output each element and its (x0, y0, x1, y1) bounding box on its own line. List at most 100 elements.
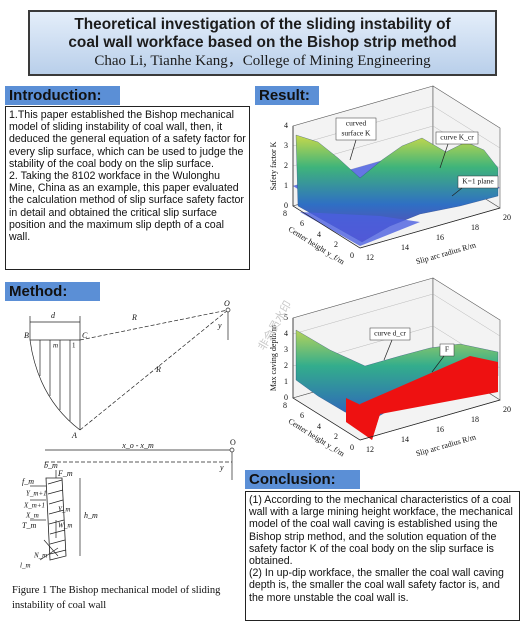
diagram-label: X_m (25, 512, 39, 520)
y-tick-label: 8 (283, 209, 287, 218)
x-tick-label: 18 (471, 223, 479, 232)
strip-force-diagram-polygon (45, 477, 67, 561)
diagram-label: O (230, 438, 236, 447)
z-tick-label: 2 (284, 161, 288, 170)
paragraph: 1.This paper established the Bishop mech… (9, 109, 246, 170)
y-tick-label: 6 (300, 219, 304, 228)
z-tick-label: 3 (284, 141, 288, 150)
x-tick-label: 14 (401, 435, 409, 444)
caving-depth-plot-line (359, 399, 501, 441)
caving-depth-plot: curve d_cr F 0 1 2 3 4 5 Max caving dept… (269, 277, 511, 459)
diagram-label: h_m (84, 511, 98, 520)
caving-depth-plot-rect (439, 343, 455, 357)
z-tick-label: 2 (284, 361, 288, 370)
y-tick-label: 0 (350, 251, 354, 260)
section-heading: Introduction: (5, 86, 120, 105)
annotation: curved (346, 119, 367, 128)
safety-factor-plot-line (439, 143, 449, 169)
caving-depth-plot-line (292, 293, 434, 335)
caving-depth-plot-line (383, 339, 393, 361)
safety-factor-plot-rect (435, 131, 479, 145)
diagram-label: m (53, 342, 58, 350)
z-tick-label: 1 (284, 377, 288, 386)
diagram-label: R (155, 365, 161, 374)
x-axis-label: Slip arc radius R/m (415, 432, 478, 458)
caving-depth-plot-line (292, 397, 361, 441)
conclusion-text: (1) According to the mechanical characte… (245, 491, 520, 621)
introduction-text: 1.This paper established the Bishop mech… (5, 106, 250, 270)
diagram-label: y (219, 463, 224, 472)
section-heading: Method: (5, 282, 100, 301)
x-tick-label: 18 (471, 415, 479, 424)
z-axis-label: Max caving depth/m (269, 324, 278, 391)
section-heading: Result: (255, 86, 319, 105)
caving-depth-plot-polygon (360, 356, 498, 440)
diagram-label: x_o - x_m (121, 441, 154, 450)
y-tick-label: 2 (334, 240, 338, 249)
annotation: curve K_cr (440, 133, 474, 142)
diagram-label: W_m (58, 522, 72, 530)
diagram-label: R (131, 313, 137, 322)
diagram-label: l_m (20, 562, 31, 570)
diagram-label: T_m (22, 521, 36, 530)
z-tick-label: 4 (284, 121, 288, 130)
y-tick-label: 6 (300, 411, 304, 420)
x-tick-label: 16 (436, 425, 444, 434)
diagram-label: N_m (33, 552, 47, 560)
z-axis-label: Safety factor K (269, 141, 278, 190)
bishop-strip-diagram: d R R O y B C A m 1 (24, 299, 231, 440)
z-tick-label: 1 (284, 181, 288, 190)
y-tick-label: 2 (334, 432, 338, 441)
diagram-label: F_m (57, 469, 73, 478)
safety-factor-plot-line (451, 187, 463, 197)
z-tick-label: 3 (284, 345, 288, 354)
diagram-label: X_m+1 (23, 502, 45, 510)
z-tick-label: 5 (284, 313, 288, 322)
z-tick-label: 0 (284, 201, 288, 210)
diagram-label: B (24, 331, 29, 340)
section-heading: Conclusion: (245, 470, 360, 489)
diagram-label: C (82, 331, 88, 340)
safety-factor-plot-line (432, 105, 501, 149)
caving-depth-plot-rect (369, 327, 411, 341)
y-tick-label: 4 (317, 230, 321, 239)
title-line: coal wall workface based on the Bishop s… (68, 34, 457, 51)
strip-force-diagram-line (39, 547, 59, 561)
y-tick-label: 4 (317, 422, 321, 431)
figure-caption: Figure 1 The Bishop mechanical model of … (12, 585, 221, 611)
diagram-label: y (217, 321, 222, 330)
safety-factor-plot-line (292, 205, 361, 249)
authors: Chao Li, Tianhe Kang，College of Mining E… (94, 53, 431, 69)
z-tick-label: 4 (284, 329, 288, 338)
strip-force-diagram-path (47, 479, 67, 555)
diagram-label: Y_m+1 (26, 490, 47, 498)
diagram-label: b_m (44, 461, 58, 470)
x-tick-label: 20 (503, 213, 511, 222)
diagram-label: A (71, 431, 77, 440)
paragraph: (1) According to the mechanical characte… (249, 494, 513, 568)
diagram-label: d (51, 311, 56, 320)
y-tick-label: 8 (283, 401, 287, 410)
safety-factor-plot: curved surface K curve K_cr K=1 plane 0 … (269, 85, 511, 267)
strip-force-diagram: x_o - x_m O y b_m F_m f_m Y_m+1 X_m+1 X_… (20, 438, 236, 570)
x-axis-label: Slip arc radius R/m (415, 240, 478, 266)
bishop-strip-diagram-path (29, 339, 81, 431)
annotation: F (445, 345, 449, 354)
caving-depth-plot-line (432, 293, 501, 337)
title-line: Theoretical investigation of the sliding… (74, 16, 451, 33)
bishop-strip-diagram-line (79, 309, 229, 431)
y-tick-label: 0 (350, 443, 354, 452)
strip-force-diagram-circle (229, 447, 235, 453)
safety-factor-plot-line (349, 139, 357, 161)
diagram-label: Y_m (58, 506, 70, 514)
z-tick-label: 0 (284, 393, 288, 402)
header: Theoretical investigation of the sliding… (28, 10, 497, 76)
x-tick-label: 12 (366, 445, 374, 454)
annotation: K=1 plane (462, 177, 494, 186)
caving-depth-plot-line (431, 355, 445, 373)
x-tick-label: 20 (503, 405, 511, 414)
x-tick-label: 16 (436, 233, 444, 242)
caving-depth-plot-polygon (346, 398, 380, 440)
